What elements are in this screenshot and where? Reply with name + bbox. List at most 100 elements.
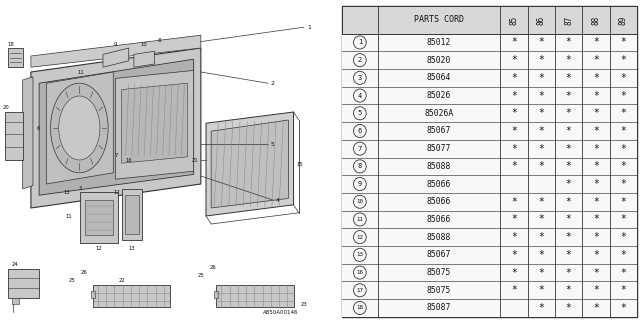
Text: *: * — [593, 285, 599, 295]
Text: 26: 26 — [210, 265, 216, 270]
Text: 10: 10 — [356, 199, 364, 204]
Text: *: * — [593, 214, 599, 224]
Text: *: * — [511, 268, 517, 277]
Text: *: * — [566, 37, 572, 47]
Text: 20: 20 — [3, 105, 10, 110]
Text: 9: 9 — [358, 181, 362, 187]
Text: 1: 1 — [358, 39, 362, 45]
Text: *: * — [511, 108, 517, 118]
Text: 88: 88 — [591, 15, 600, 25]
Text: *: * — [538, 55, 544, 65]
Text: *: * — [511, 197, 517, 207]
Circle shape — [51, 83, 108, 173]
Text: 8: 8 — [358, 163, 362, 169]
Text: 13: 13 — [356, 252, 364, 257]
Text: *: * — [538, 285, 544, 295]
Text: *: * — [620, 232, 626, 242]
Text: *: * — [538, 268, 544, 277]
Text: *: * — [511, 285, 517, 295]
Text: *: * — [566, 91, 572, 100]
Text: *: * — [593, 37, 599, 47]
Text: *: * — [566, 303, 572, 313]
Text: *: * — [566, 250, 572, 260]
Text: *: * — [620, 144, 626, 154]
Bar — [342, 6, 637, 34]
Bar — [342, 122, 637, 140]
Text: *: * — [538, 232, 544, 242]
Text: 7: 7 — [358, 146, 362, 152]
Text: 16: 16 — [125, 157, 132, 163]
Polygon shape — [103, 48, 129, 67]
Text: 15: 15 — [297, 162, 303, 167]
Polygon shape — [134, 51, 154, 67]
Text: 85067: 85067 — [427, 126, 451, 135]
Polygon shape — [46, 72, 113, 184]
Bar — [342, 211, 637, 228]
Text: 21: 21 — [192, 157, 199, 163]
Polygon shape — [81, 192, 118, 243]
Text: 13: 13 — [129, 245, 135, 251]
Text: *: * — [593, 108, 599, 118]
Text: *: * — [538, 144, 544, 154]
Text: *: * — [620, 37, 626, 47]
Text: *: * — [593, 144, 599, 154]
Polygon shape — [12, 298, 19, 304]
Text: 85026A: 85026A — [424, 109, 454, 118]
Text: *: * — [620, 197, 626, 207]
Polygon shape — [122, 189, 142, 240]
Text: *: * — [566, 232, 572, 242]
Text: 2: 2 — [271, 81, 275, 86]
Text: 9: 9 — [114, 42, 117, 47]
Text: 85020: 85020 — [427, 56, 451, 65]
Polygon shape — [8, 269, 39, 298]
Polygon shape — [86, 200, 113, 235]
Bar — [342, 87, 637, 104]
Text: *: * — [538, 197, 544, 207]
Text: 85026: 85026 — [427, 91, 451, 100]
Text: *: * — [511, 37, 517, 47]
Text: *: * — [566, 197, 572, 207]
Text: *: * — [566, 73, 572, 83]
Text: 85066: 85066 — [427, 215, 451, 224]
Text: 86: 86 — [537, 15, 546, 25]
Bar — [342, 281, 637, 299]
Text: *: * — [538, 126, 544, 136]
Text: 23: 23 — [301, 301, 307, 307]
Text: 5: 5 — [358, 110, 362, 116]
Text: *: * — [566, 55, 572, 65]
Text: 16: 16 — [356, 270, 364, 275]
Text: *: * — [511, 161, 517, 171]
Text: *: * — [593, 232, 599, 242]
Text: *: * — [511, 73, 517, 83]
Text: *: * — [511, 126, 517, 136]
Text: 18: 18 — [7, 42, 14, 47]
Text: 6: 6 — [358, 128, 362, 134]
Text: 85088: 85088 — [427, 233, 451, 242]
Text: *: * — [511, 144, 517, 154]
Text: 85: 85 — [509, 15, 518, 25]
Text: 5: 5 — [271, 141, 275, 147]
Polygon shape — [22, 77, 33, 189]
Text: 85087: 85087 — [427, 303, 451, 312]
Text: *: * — [593, 303, 599, 313]
Text: *: * — [593, 179, 599, 189]
Polygon shape — [39, 59, 194, 195]
Text: 4: 4 — [276, 197, 280, 203]
Text: *: * — [593, 55, 599, 65]
Text: *: * — [620, 214, 626, 224]
Text: *: * — [538, 161, 544, 171]
Bar — [342, 157, 637, 175]
Text: 25: 25 — [198, 273, 204, 278]
Text: 85067: 85067 — [427, 250, 451, 259]
Text: 22: 22 — [118, 277, 125, 283]
Text: PARTS CORD: PARTS CORD — [414, 15, 464, 25]
Text: 24: 24 — [12, 261, 19, 267]
Bar — [342, 228, 637, 246]
Text: 17: 17 — [356, 288, 364, 293]
Text: 89: 89 — [619, 15, 628, 25]
Text: 17: 17 — [113, 189, 120, 195]
Text: *: * — [538, 73, 544, 83]
Polygon shape — [125, 195, 139, 234]
Bar — [342, 140, 637, 157]
Text: 11: 11 — [356, 217, 364, 222]
